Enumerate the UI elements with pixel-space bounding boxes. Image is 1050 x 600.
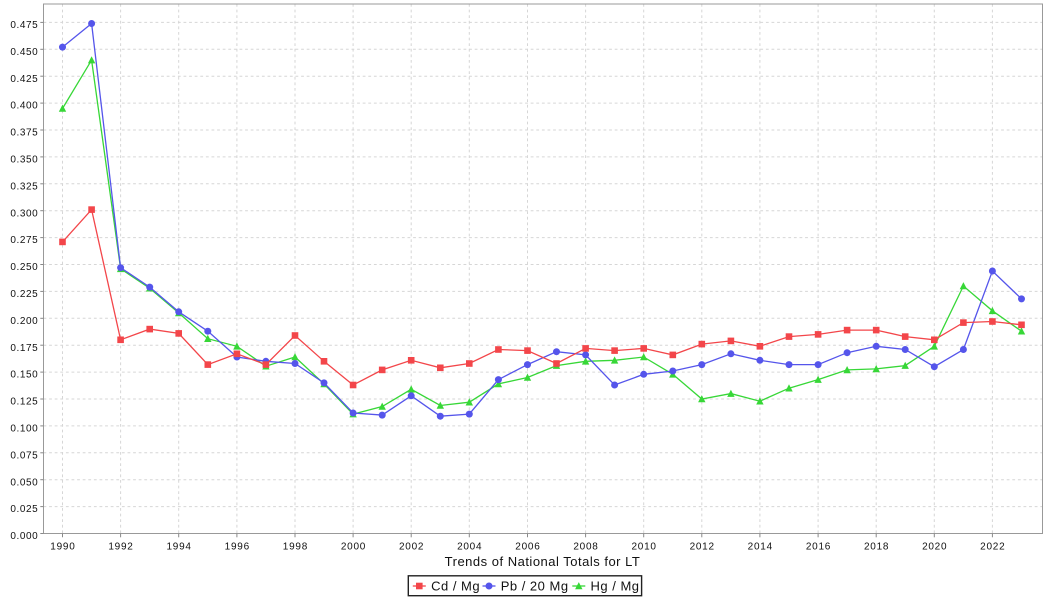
svg-text:2022: 2022: [980, 542, 1005, 553]
svg-text:0.175: 0.175: [10, 343, 38, 354]
svg-text:0.075: 0.075: [10, 450, 38, 461]
svg-text:2002: 2002: [399, 542, 424, 553]
svg-text:0.225: 0.225: [10, 289, 38, 300]
svg-text:2016: 2016: [806, 542, 831, 553]
svg-text:0.125: 0.125: [10, 397, 38, 408]
svg-text:0.025: 0.025: [10, 504, 38, 515]
svg-text:2008: 2008: [573, 542, 598, 553]
svg-text:2010: 2010: [631, 542, 656, 553]
svg-text:2004: 2004: [457, 542, 482, 553]
svg-text:0.375: 0.375: [10, 128, 38, 139]
svg-text:0.400: 0.400: [10, 101, 38, 112]
svg-text:Trends of National Totals for: Trends of National Totals for LT: [445, 554, 641, 569]
svg-text:1992: 1992: [108, 542, 133, 553]
svg-text:2012: 2012: [690, 542, 715, 553]
svg-text:Pb / 20 Mg: Pb / 20 Mg: [501, 579, 569, 594]
svg-text:1990: 1990: [50, 542, 75, 553]
svg-text:0.250: 0.250: [10, 262, 38, 273]
svg-text:0.150: 0.150: [10, 370, 38, 381]
svg-text:2014: 2014: [748, 542, 773, 553]
svg-text:0.425: 0.425: [10, 74, 38, 85]
svg-text:2020: 2020: [922, 542, 947, 553]
svg-text:0.200: 0.200: [10, 316, 38, 327]
svg-text:Cd / Mg: Cd / Mg: [431, 579, 480, 594]
svg-text:0.450: 0.450: [10, 47, 38, 58]
svg-text:0.000: 0.000: [10, 531, 38, 542]
svg-text:1994: 1994: [166, 542, 191, 553]
svg-text:2018: 2018: [864, 542, 889, 553]
svg-text:0.275: 0.275: [10, 235, 38, 246]
svg-text:0.350: 0.350: [10, 155, 38, 166]
svg-text:0.325: 0.325: [10, 181, 38, 192]
svg-text:2006: 2006: [515, 542, 540, 553]
svg-text:0.050: 0.050: [10, 477, 38, 488]
svg-text:0.475: 0.475: [10, 20, 38, 31]
svg-text:0.300: 0.300: [10, 208, 38, 219]
svg-text:1998: 1998: [283, 542, 308, 553]
svg-text:2000: 2000: [341, 542, 366, 553]
svg-text:Hg / Mg: Hg / Mg: [591, 579, 640, 594]
svg-text:1996: 1996: [225, 542, 250, 553]
svg-text:0.100: 0.100: [10, 424, 38, 435]
